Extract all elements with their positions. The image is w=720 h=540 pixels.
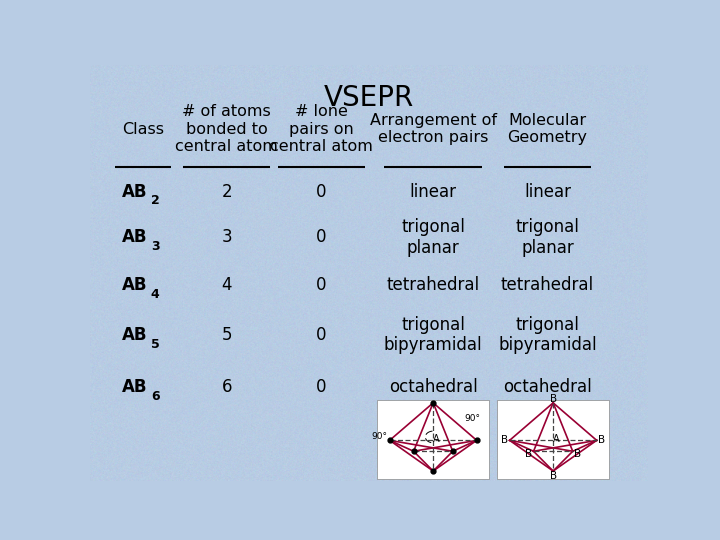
Text: trigonal
planar: trigonal planar [516, 218, 580, 256]
Text: B: B [598, 435, 606, 445]
Text: AB: AB [122, 378, 148, 396]
Text: 6: 6 [151, 390, 160, 403]
Text: 0: 0 [316, 276, 327, 294]
Text: 2: 2 [151, 194, 160, 207]
Text: 90°: 90° [372, 432, 387, 441]
Text: AB: AB [122, 326, 148, 344]
Text: Molecular
Geometry: Molecular Geometry [508, 113, 588, 145]
Text: 4: 4 [222, 276, 232, 294]
Text: A: A [433, 434, 439, 444]
Text: linear: linear [410, 183, 456, 201]
Text: 3: 3 [221, 228, 232, 246]
Text: B: B [549, 471, 557, 481]
Text: 0: 0 [316, 183, 327, 201]
Text: octahedral: octahedral [503, 378, 592, 396]
Text: tetrahedral: tetrahedral [501, 276, 594, 294]
Text: B: B [501, 435, 508, 445]
Text: octahedral: octahedral [389, 378, 477, 396]
Text: 0: 0 [316, 378, 327, 396]
Text: 0: 0 [316, 228, 327, 246]
Text: Arrangement of
electron pairs: Arrangement of electron pairs [369, 113, 497, 145]
Text: VSEPR: VSEPR [324, 84, 414, 112]
Text: 3: 3 [151, 240, 160, 253]
Text: # of atoms
bonded to
central atom: # of atoms bonded to central atom [175, 104, 278, 154]
Text: 6: 6 [222, 378, 232, 396]
Text: AB: AB [122, 228, 148, 246]
Text: AB: AB [122, 276, 148, 294]
Text: A: A [553, 434, 559, 444]
Text: 5: 5 [151, 338, 160, 350]
Text: B: B [549, 394, 557, 404]
Text: linear: linear [524, 183, 571, 201]
Text: B: B [575, 449, 582, 459]
Text: 0: 0 [316, 326, 327, 344]
Text: B: B [525, 449, 532, 459]
Text: Class: Class [122, 122, 164, 137]
Text: AB: AB [122, 183, 148, 201]
Text: trigonal
planar: trigonal planar [401, 218, 465, 256]
Text: tetrahedral: tetrahedral [387, 276, 480, 294]
Text: 4: 4 [151, 288, 160, 301]
Bar [377, 400, 489, 478]
Text: 5: 5 [222, 326, 232, 344]
Text: trigonal
bipyramidal: trigonal bipyramidal [384, 316, 482, 354]
Bar [498, 400, 609, 478]
Text: 2: 2 [221, 183, 232, 201]
Text: trigonal
bipyramidal: trigonal bipyramidal [498, 316, 597, 354]
Text: 90°: 90° [464, 414, 480, 423]
Text: # lone
pairs on
central atom: # lone pairs on central atom [270, 104, 373, 154]
